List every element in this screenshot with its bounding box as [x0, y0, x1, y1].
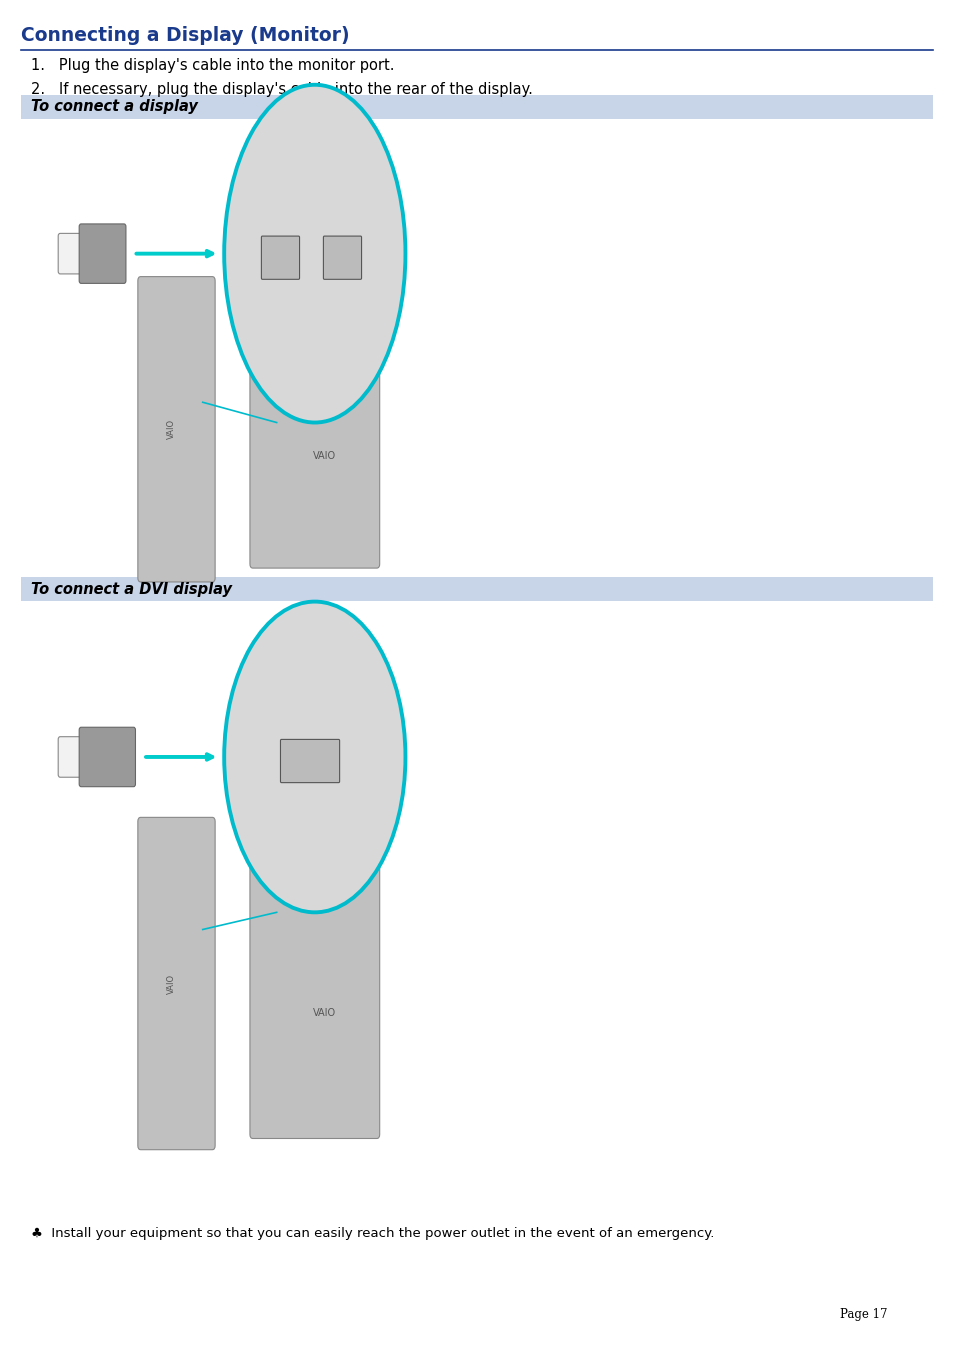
FancyBboxPatch shape — [323, 236, 361, 280]
Text: VAIO: VAIO — [167, 974, 176, 993]
Text: VAIO: VAIO — [167, 419, 176, 439]
Bar — [21, 135, 517, 574]
FancyBboxPatch shape — [79, 224, 126, 284]
Text: VAIO: VAIO — [313, 1008, 335, 1017]
Text: To connect a DVI display: To connect a DVI display — [30, 581, 232, 597]
Ellipse shape — [224, 85, 405, 423]
FancyBboxPatch shape — [79, 727, 135, 786]
Text: 1.   Plug the display's cable into the monitor port.: 1. Plug the display's cable into the mon… — [30, 58, 394, 73]
Bar — [21, 577, 932, 601]
FancyBboxPatch shape — [250, 316, 379, 567]
FancyBboxPatch shape — [261, 236, 299, 280]
Text: To connect a display: To connect a display — [30, 99, 197, 115]
FancyBboxPatch shape — [250, 861, 379, 1139]
FancyBboxPatch shape — [137, 817, 214, 1150]
Bar — [21, 615, 517, 1142]
Text: VAIO: VAIO — [313, 451, 335, 461]
Text: ♣  Install your equipment so that you can easily reach the power outlet in the e: ♣ Install your equipment so that you can… — [30, 1227, 713, 1240]
FancyBboxPatch shape — [58, 234, 83, 274]
FancyBboxPatch shape — [280, 739, 339, 782]
FancyBboxPatch shape — [58, 736, 83, 777]
Text: Page 17: Page 17 — [839, 1308, 886, 1321]
Text: Connecting a Display (Monitor): Connecting a Display (Monitor) — [21, 26, 349, 45]
Text: 2.   If necessary, plug the display's cable into the rear of the display.: 2. If necessary, plug the display's cabl… — [30, 82, 532, 97]
Ellipse shape — [224, 601, 405, 912]
Bar — [21, 95, 932, 119]
FancyBboxPatch shape — [137, 277, 214, 582]
